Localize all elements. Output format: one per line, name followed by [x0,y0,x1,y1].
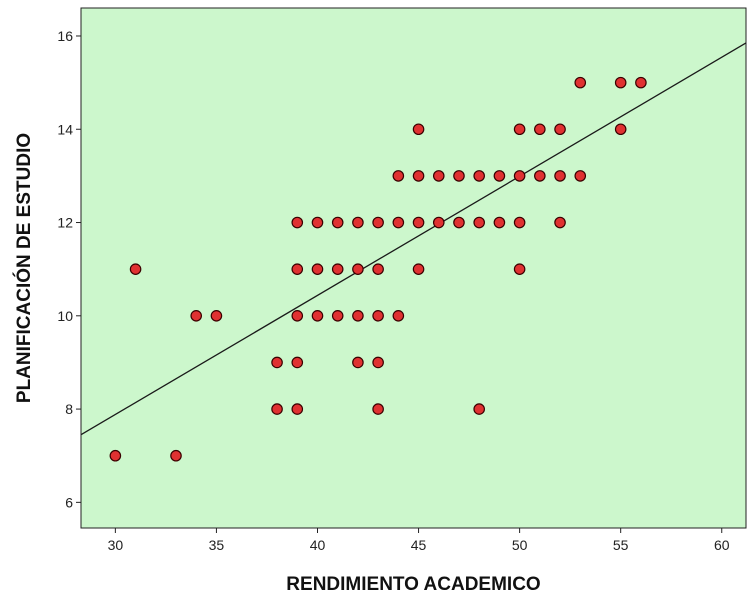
data-point [473,403,485,415]
data-point [291,263,304,275]
data-point [493,170,506,182]
data-point [453,216,465,229]
y-tick-label: 6 [65,494,73,510]
data-point [291,356,304,369]
data-point [554,170,566,182]
data-point [331,263,344,275]
data-point [210,310,223,322]
data-point [473,170,485,182]
data-point [129,263,142,275]
data-point [372,216,384,229]
data-point [453,170,465,182]
y-tick-label: 14 [57,121,73,137]
data-point [534,123,546,136]
data-point [291,310,304,322]
x-tick-label: 40 [310,537,326,553]
y-tick-label: 16 [57,28,73,44]
data-point [392,170,405,182]
data-point [352,310,364,322]
data-point [372,263,384,275]
data-point [412,263,425,275]
data-point [513,263,526,275]
x-tick-label: 35 [209,537,225,553]
data-point [331,310,344,322]
x-tick-label: 50 [512,537,528,553]
data-point [190,310,203,322]
data-point [534,170,546,182]
y-tick-label: 10 [57,308,73,324]
x-tick-label: 30 [108,537,124,553]
data-point [574,170,587,182]
data-point [554,123,566,136]
data-point [271,403,283,415]
data-point [271,356,283,369]
data-point [352,216,364,229]
data-point [392,216,405,229]
x-axis-title: RENDIMIENTO ACADEMICO [286,574,540,595]
data-point [331,216,344,229]
data-point [554,216,566,229]
data-point [392,310,405,322]
data-point [352,356,364,369]
y-tick-label: 12 [57,215,73,231]
data-point [574,76,587,89]
data-point [311,216,324,229]
data-point [614,76,627,89]
x-tick-label: 60 [714,537,730,553]
x-tick-label: 55 [613,537,629,553]
data-point [513,123,526,136]
data-point [513,216,526,229]
data-point [170,449,182,462]
data-point [412,216,425,229]
data-point [372,310,384,322]
data-point [372,403,384,415]
data-point [311,310,324,322]
data-point [513,170,526,182]
data-point [635,76,647,89]
data-point [432,216,445,229]
data-point [109,449,122,462]
x-tick-label: 45 [411,537,427,553]
data-point [493,216,506,229]
data-point [432,170,445,182]
data-point [614,123,627,136]
data-point [291,403,304,415]
data-point [412,123,425,136]
data-point [372,356,384,369]
data-point [412,170,425,182]
data-point [352,263,364,275]
y-tick-label: 8 [65,401,73,417]
y-axis-title: PLANIFICACIÓN DE ESTUDIO [13,133,35,403]
regression-line [80,42,747,436]
data-point [473,216,485,229]
data-point [291,216,304,229]
data-point [311,263,324,275]
